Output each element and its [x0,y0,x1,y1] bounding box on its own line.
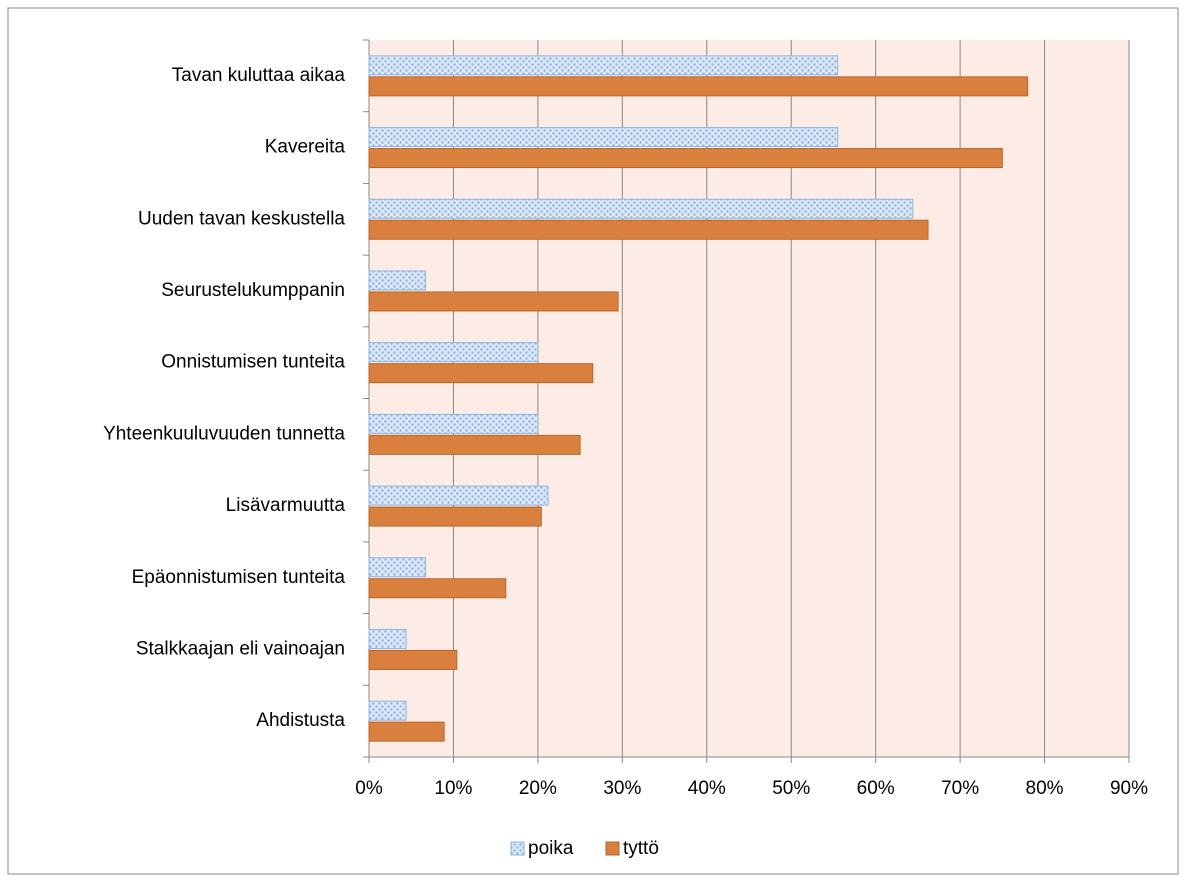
bar [368,413,539,434]
bar [368,270,427,291]
y-tick-label: Seurustelukumppanin [161,280,345,301]
y-tick-label: Kavereita [265,137,346,158]
bar [368,506,542,527]
y-tick-label: Ahdistusta [256,710,345,731]
bar [368,363,594,384]
bar [368,219,929,240]
y-tick-label: Tavan kuluttaa aikaa [172,65,346,86]
y-tick-label: Yhteenkuuluvuuden tunnetta [103,423,345,444]
x-tick-label: 90% [1110,778,1148,799]
plot-area [369,40,1129,757]
bar [368,557,427,578]
bar [368,700,407,721]
legend-swatch [605,841,620,856]
x-tick-label: 0% [355,778,383,799]
legend-label: poika [528,838,574,859]
bar [368,485,549,506]
y-tick-label: Onnistumisen tunteita [161,352,345,373]
x-tick-label: 50% [772,778,810,799]
bar [368,198,914,219]
bar [368,434,581,455]
bar [368,76,1029,97]
x-tick-label: 70% [941,778,979,799]
x-tick-label: 30% [603,778,641,799]
y-tick-label: Lisävarmuutta [226,495,346,516]
x-tick-label: 60% [857,778,895,799]
bar [368,291,619,312]
bar [368,628,407,649]
bar [368,342,539,363]
bar [368,55,839,76]
legend-label: tyttö [623,838,659,859]
y-tick-label: Uuden tavan keskustella [138,208,345,229]
y-tick-label: Epäonnistumisen tunteita [132,567,346,588]
bar [368,721,445,742]
x-tick-label: 80% [1026,778,1064,799]
x-tick-label: 10% [434,778,472,799]
legend-swatch [510,841,525,856]
bar [368,578,507,599]
bar [368,649,458,670]
bar [368,148,1003,169]
x-tick-label: 40% [688,778,726,799]
x-tick-label: 20% [519,778,557,799]
bar [368,127,839,148]
y-tick-label: Stalkkaajan eli vainoajan [136,638,345,659]
